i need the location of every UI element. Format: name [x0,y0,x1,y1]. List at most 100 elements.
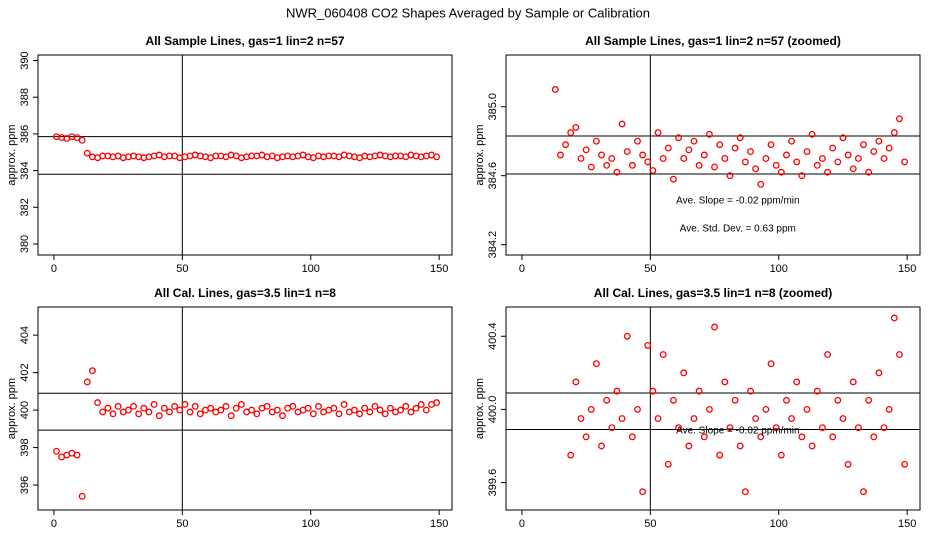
point [721,154,729,162]
x-tick-label: 100 [302,518,320,530]
point [772,424,780,432]
point [829,433,837,441]
point [613,168,621,176]
point [217,406,225,414]
point [880,154,888,162]
plot-frame [505,54,921,256]
point [711,163,718,171]
panel-title: All Sample Lines, gas=1 lin=2 n=57 [145,34,344,48]
point [736,134,744,142]
point [181,401,189,408]
point [592,137,600,145]
point [659,154,667,162]
point [783,151,790,159]
point [870,148,878,156]
point [865,168,873,176]
point [885,144,893,152]
point [664,144,672,152]
point [813,387,821,395]
y-axis-label: approx. ppm [474,378,486,439]
point [664,460,672,468]
point [639,488,647,496]
point [114,402,122,410]
point [577,154,585,162]
y-tick-label: 382 [19,198,31,216]
point [808,130,816,138]
point [304,404,312,412]
point [253,410,261,418]
point [634,405,641,413]
point [752,165,760,173]
y-axis-label: approx. ppm [6,124,18,185]
point [248,406,256,414]
point [78,492,86,500]
point [711,323,718,331]
point [716,451,724,459]
point [407,408,415,416]
panel-title: All Cal. Lines, gas=3.5 lin=1 n=8 (zoome… [594,286,832,300]
point [73,451,81,459]
y-tick-label: 385.0 [487,93,499,121]
point [634,137,641,145]
point [402,402,410,410]
point [659,351,667,358]
point [685,146,693,154]
point [361,404,369,412]
x-tick-label: 150 [898,263,916,275]
point [603,396,611,404]
y-tick-label: 380 [19,235,31,253]
point [155,412,163,420]
point [747,148,754,156]
point [680,154,688,162]
point [788,415,796,423]
point [793,378,801,386]
y-tick-label: 384 [19,161,31,179]
x-tick-label: 150 [430,518,448,530]
point [567,129,575,137]
x-tick-label: 150 [898,518,916,530]
point [567,451,575,459]
point [896,351,903,358]
point [654,129,662,137]
point [83,149,91,157]
point [890,129,898,137]
x-tick-label: 150 [430,263,448,275]
point [849,378,857,386]
point [366,408,374,416]
point [166,408,173,416]
point [818,424,826,432]
x-tick-label: 0 [519,518,525,530]
point [901,460,909,468]
point [654,415,662,423]
point [788,137,796,145]
point [433,399,441,407]
point [777,168,785,176]
point [844,151,852,159]
point [598,151,605,159]
point [808,442,816,450]
plot-frame [37,306,453,511]
point [649,167,657,174]
point [860,141,867,149]
point [824,351,831,358]
point [207,404,215,412]
point [747,387,754,395]
point [237,401,245,408]
point [145,408,153,416]
point [716,141,724,149]
point [675,134,683,142]
point [818,154,826,162]
point [273,406,281,414]
point [644,341,652,349]
point [783,396,790,404]
point [824,168,831,176]
y-tick-label: 400.4 [487,322,499,350]
y-tick-label: 386 [19,125,31,143]
point [556,151,564,159]
point [675,424,683,432]
figure-title: NWR_060408 CO2 Shapes Averaged by Sample… [286,5,650,20]
point [99,408,107,416]
point [73,134,81,142]
point [798,172,806,180]
